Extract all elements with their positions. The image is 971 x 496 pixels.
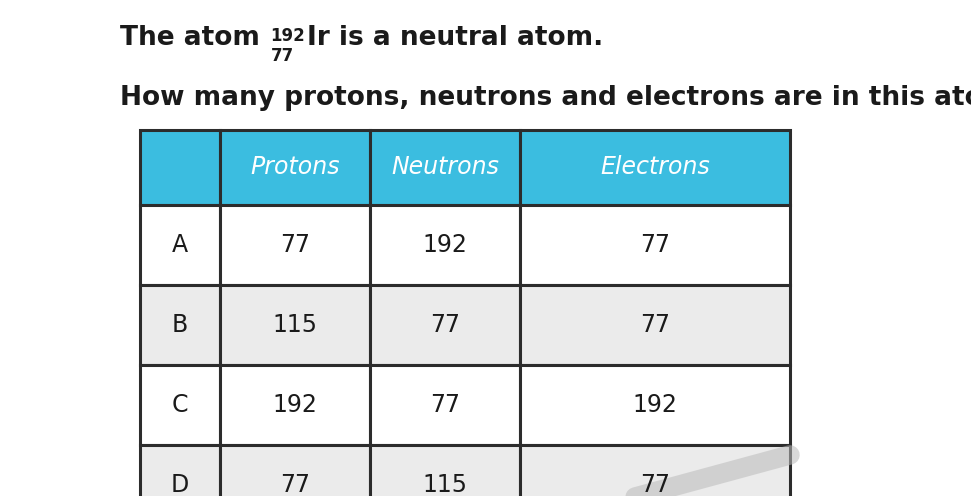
Text: Neutrons: Neutrons [391, 156, 499, 180]
Text: 77: 77 [640, 313, 670, 337]
Text: 77: 77 [280, 233, 310, 257]
Text: Electrons: Electrons [600, 156, 710, 180]
Bar [140, 130, 220, 205]
Text: 77: 77 [640, 473, 670, 496]
Text: 192: 192 [632, 393, 678, 417]
Text: 115: 115 [422, 473, 467, 496]
Text: 192: 192 [271, 27, 305, 45]
Text: D: D [171, 473, 189, 496]
Bar [140, 445, 220, 496]
Text: C: C [172, 393, 188, 417]
Text: The atom: The atom [120, 25, 269, 51]
Text: 192: 192 [422, 233, 467, 257]
Text: 192: 192 [273, 393, 318, 417]
Text: B: B [172, 313, 188, 337]
Text: 77: 77 [430, 393, 460, 417]
Text: 77: 77 [280, 473, 310, 496]
Text: 77: 77 [271, 47, 294, 65]
Bar [140, 365, 220, 445]
Text: 115: 115 [273, 313, 318, 337]
Text: 77: 77 [640, 233, 670, 257]
Text: How many protons, neutrons and electrons are in this atom?: How many protons, neutrons and electrons… [120, 85, 971, 111]
Bar [140, 205, 220, 285]
Text: A: A [172, 233, 188, 257]
Bar [140, 285, 220, 365]
Text: Protons: Protons [251, 156, 340, 180]
Text: 77: 77 [430, 313, 460, 337]
Text: Ir is a neutral atom.: Ir is a neutral atom. [308, 25, 604, 51]
